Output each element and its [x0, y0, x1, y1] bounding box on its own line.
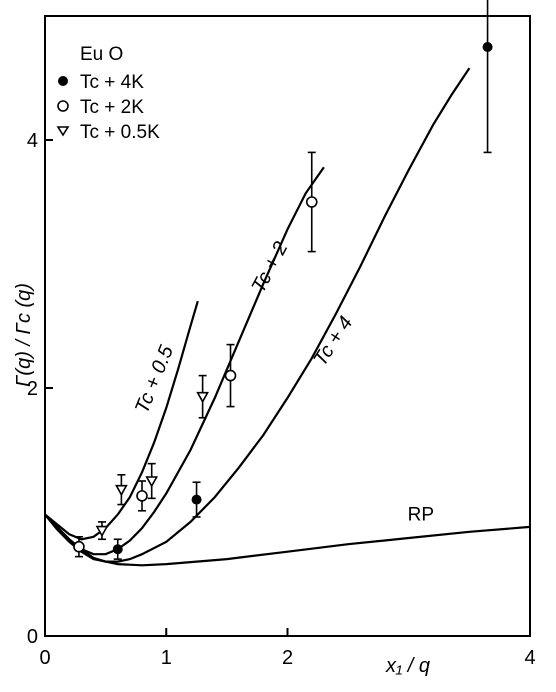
y-tick-label: 2: [27, 378, 38, 400]
data-point-open-triangle: [95, 525, 109, 538]
curve-label-tc-2: Tc + 2: [248, 238, 293, 296]
legend-label-tc-4k: Tc + 4K: [80, 72, 144, 93]
x-tick-label: 0: [39, 647, 50, 669]
data-point-filled-circle: [482, 42, 493, 52]
legend-entry-filled-circle: Tc + 4K: [58, 72, 144, 93]
y-tick-label: 4: [27, 130, 38, 152]
data-point-open-circle: [224, 369, 237, 382]
data-point-open-circle: [136, 490, 148, 502]
legend-entry-open-circle: Tc + 2K: [57, 97, 144, 118]
curve-label-tc-0-5: Tc + 0.5: [131, 342, 178, 417]
data-point-open-triangle: [145, 476, 159, 488]
curve-tc-0-5: [44, 300, 199, 541]
x-tick-label: 2: [282, 647, 293, 669]
legend-label-tc-2k: Tc + 2K: [80, 97, 144, 118]
y-tick-label: 0: [27, 626, 38, 648]
points-layer: [73, 0, 493, 560]
x-axis-label: x₁ / q: [385, 655, 430, 677]
data-point-open-triangle: [196, 391, 209, 404]
labels-layer: Γ(q) / Γc (q) x₁ / q Tc + 0.5 Tc + 2 Tc + …: [13, 238, 434, 677]
legend-entry-open-triangle: Tc + 0.5K: [56, 122, 160, 143]
data-point-filled-circle: [191, 494, 202, 505]
data-point-open-circle: [73, 540, 85, 553]
data-point-filled-circle: [112, 544, 123, 555]
curve-tc-2: [44, 166, 325, 556]
legend-marker-open-circle: [57, 100, 69, 112]
curve-label-tc-4: Tc + 4: [309, 313, 357, 371]
legend-label-tc-0-5k: Tc + 0.5K: [80, 122, 160, 143]
legend-title: Eu O: [80, 44, 123, 65]
legend: Eu O Tc + 4K Tc + 2K Tc + 0.5K: [56, 44, 160, 143]
legend-marker-filled-circle: [58, 76, 68, 86]
data-point-open-circle: [305, 196, 318, 208]
curve-rp: [44, 513, 531, 567]
x-tick-label: 1: [161, 647, 172, 669]
y-axis-label: Γ(q) / Γc (q): [13, 283, 35, 387]
legend-marker-open-triangle: [56, 126, 70, 137]
curve-label-rp: RP: [408, 505, 434, 526]
ticks-layer: 0 1 2 4 0 2 4: [27, 130, 536, 669]
data-point-open-triangle: [115, 484, 128, 497]
x-tick-label: 4: [524, 647, 535, 669]
